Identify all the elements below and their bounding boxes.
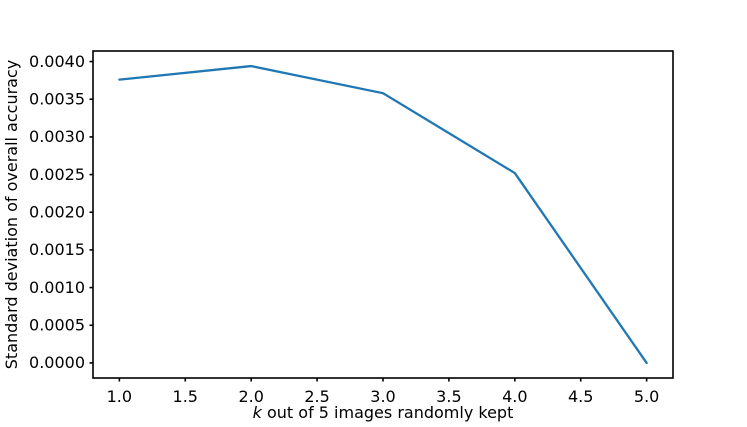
x-tick-label: 5.0 — [634, 387, 659, 406]
x-tick-label: 4.0 — [502, 387, 527, 406]
x-tick-label: 3.0 — [370, 387, 395, 406]
data-line — [118, 64, 648, 365]
x-tick-label: 4.5 — [568, 387, 593, 406]
x-tick-label: 1.0 — [107, 387, 132, 406]
y-tick-label: 0.0015 — [29, 240, 85, 259]
y-axis-label: Standard deviation of overall accuracy — [2, 60, 21, 369]
y-tick-label: 0.0020 — [29, 203, 85, 222]
y-tick-label: 0.0005 — [29, 316, 85, 335]
y-tick-label: 0.0030 — [29, 127, 85, 146]
x-tick-label: 3.5 — [436, 387, 461, 406]
y-tick-label: 0.0010 — [29, 278, 85, 297]
x-tick-label: 1.5 — [173, 387, 198, 406]
y-tick-label: 0.0035 — [29, 90, 85, 109]
x-axis-label: k out of 5 images randomly kept — [253, 403, 514, 422]
y-tick-label: 0.0000 — [29, 353, 85, 372]
x-tick-label: 2.0 — [238, 387, 263, 406]
plot-border — [92, 50, 674, 379]
x-tick-label: 2.5 — [304, 387, 329, 406]
y-tick-label: 0.0025 — [29, 165, 85, 184]
y-tick-label: 0.0040 — [29, 52, 85, 71]
